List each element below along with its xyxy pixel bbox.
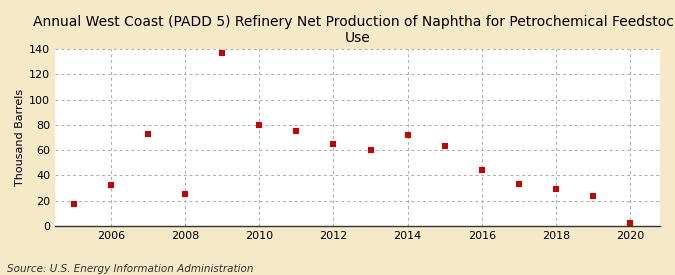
Point xyxy=(180,192,190,197)
Point xyxy=(625,221,636,226)
Y-axis label: Thousand Barrels: Thousand Barrels xyxy=(15,89,25,186)
Point xyxy=(68,202,79,207)
Point xyxy=(365,148,376,152)
Title: Annual West Coast (PADD 5) Refinery Net Production of Naphtha for Petrochemical : Annual West Coast (PADD 5) Refinery Net … xyxy=(33,15,675,45)
Point xyxy=(551,187,562,191)
Point xyxy=(477,168,487,172)
Point xyxy=(254,123,265,127)
Point xyxy=(402,133,413,137)
Point xyxy=(105,183,116,188)
Point xyxy=(142,131,153,136)
Point xyxy=(439,144,450,148)
Point xyxy=(217,51,227,55)
Point xyxy=(328,142,339,146)
Point xyxy=(291,129,302,133)
Text: Source: U.S. Energy Information Administration: Source: U.S. Energy Information Administ… xyxy=(7,264,253,274)
Point xyxy=(588,193,599,198)
Point xyxy=(514,182,524,186)
